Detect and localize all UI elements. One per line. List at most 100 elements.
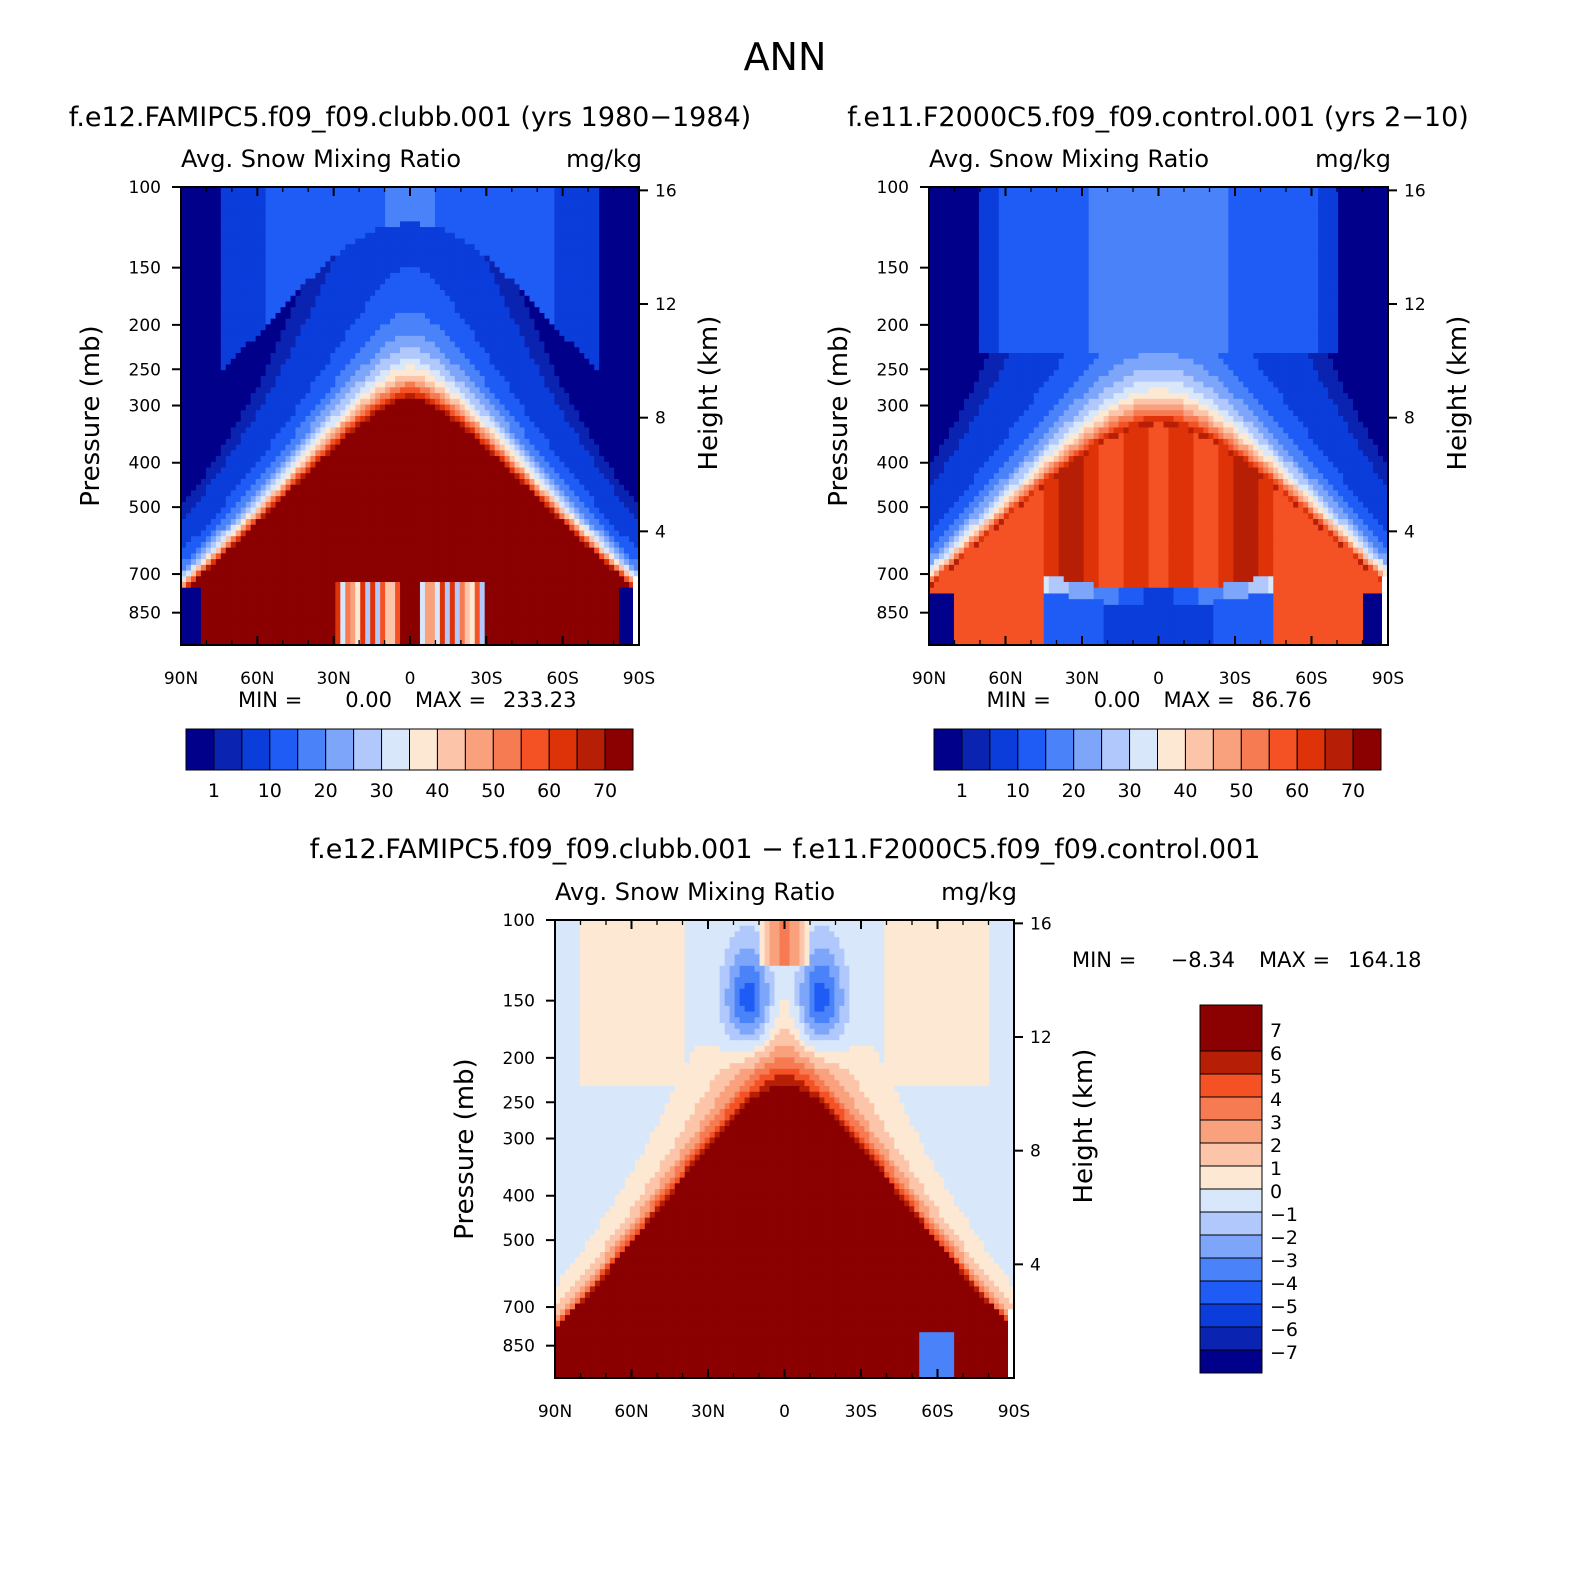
contour-cell xyxy=(405,284,411,290)
contour-cell xyxy=(291,227,297,233)
contour-cell xyxy=(465,267,471,273)
contour-cell xyxy=(430,193,436,199)
contour-cell xyxy=(520,267,526,273)
contour-cell xyxy=(236,273,242,279)
contour-cell xyxy=(544,244,550,250)
contour-cell xyxy=(211,244,217,250)
contour-cell xyxy=(470,273,476,279)
contour-cell xyxy=(276,233,282,239)
contour-cell xyxy=(350,239,356,245)
contour-cell xyxy=(515,198,521,204)
contour-cell xyxy=(385,227,391,233)
contour-cell xyxy=(375,256,381,262)
contour-cell xyxy=(355,250,361,256)
contour-cell xyxy=(261,267,267,273)
contour-cell xyxy=(390,284,396,290)
contour-cell xyxy=(559,279,565,285)
contour-cell xyxy=(320,239,326,245)
contour-cell xyxy=(475,221,481,227)
contour-cell xyxy=(589,239,595,245)
contour-cell xyxy=(480,279,486,285)
contour-cell xyxy=(614,261,620,267)
contour-cell xyxy=(579,284,585,290)
contour-cell xyxy=(231,261,237,267)
contour-cell xyxy=(256,239,262,245)
contour-cell xyxy=(370,221,376,227)
contour-cell xyxy=(325,279,331,285)
contour-cell xyxy=(340,284,346,290)
contour-cell xyxy=(365,284,371,290)
contour-cell xyxy=(291,239,297,245)
contour-cell xyxy=(614,250,620,256)
contour-cell xyxy=(624,227,630,233)
contour-cell xyxy=(281,204,287,210)
contour-cell xyxy=(599,256,605,262)
contour-cell xyxy=(191,250,197,256)
contour-cell xyxy=(594,233,600,239)
contour-cell xyxy=(186,244,192,250)
contour-cell xyxy=(475,204,481,210)
contour-cell xyxy=(554,193,560,199)
contour-cell xyxy=(574,261,580,267)
contour-cell xyxy=(345,261,351,267)
contour-cell xyxy=(549,227,555,233)
contour-cell xyxy=(390,210,396,216)
contour-cell xyxy=(564,244,570,250)
contour-cell xyxy=(271,261,277,267)
contour-cell xyxy=(455,221,461,227)
contour-cell xyxy=(465,216,471,222)
contour-cell xyxy=(186,284,192,290)
contour-cell xyxy=(360,227,366,233)
contour-cell xyxy=(450,279,456,285)
contour-cell xyxy=(380,273,386,279)
contour-cell xyxy=(256,273,262,279)
contour-cell xyxy=(296,284,302,290)
contour-cell xyxy=(569,198,575,204)
contour-cell xyxy=(271,227,277,233)
contour-cell xyxy=(624,261,630,267)
contour-cell xyxy=(539,267,545,273)
contour-cell xyxy=(276,204,282,210)
contour-cell xyxy=(320,233,326,239)
contour-cell xyxy=(335,210,341,216)
contour-cell xyxy=(335,261,341,267)
contour-cell xyxy=(405,279,411,285)
contour-cell xyxy=(390,239,396,245)
contour-cell xyxy=(291,267,297,273)
contour-cell xyxy=(281,256,287,262)
contour-cell xyxy=(281,193,287,199)
contour-cell xyxy=(415,250,421,256)
contour-cell xyxy=(325,250,331,256)
contour-cell xyxy=(345,279,351,285)
contour-cell xyxy=(305,216,311,222)
contour-cell xyxy=(564,204,570,210)
contour-cell xyxy=(490,216,496,222)
contour-cell xyxy=(291,233,297,239)
contour-cell xyxy=(510,221,516,227)
contour-cell xyxy=(256,284,262,290)
contour-cell xyxy=(455,216,461,222)
contour-cell xyxy=(594,284,600,290)
contour-cell xyxy=(231,198,237,204)
contour-cell xyxy=(544,227,550,233)
contour-cell xyxy=(211,198,217,204)
contour-cell xyxy=(300,198,306,204)
contour-cell xyxy=(435,279,441,285)
contour-cell xyxy=(246,239,252,245)
contour-cell xyxy=(340,233,346,239)
contour-cell xyxy=(609,273,615,279)
contour-cell xyxy=(529,273,535,279)
contour-cell xyxy=(380,284,386,290)
contour-cell xyxy=(186,233,192,239)
contour-cell xyxy=(554,210,560,216)
contour-cell xyxy=(231,204,237,210)
contour-cell xyxy=(569,239,575,245)
contour-cell xyxy=(485,233,491,239)
contour-cell xyxy=(450,267,456,273)
contour-cell xyxy=(231,284,237,290)
contour-cell xyxy=(345,216,351,222)
contour-cell xyxy=(420,250,426,256)
contour-cell xyxy=(435,244,441,250)
contour-cell xyxy=(520,216,526,222)
contour-cell xyxy=(241,256,247,262)
